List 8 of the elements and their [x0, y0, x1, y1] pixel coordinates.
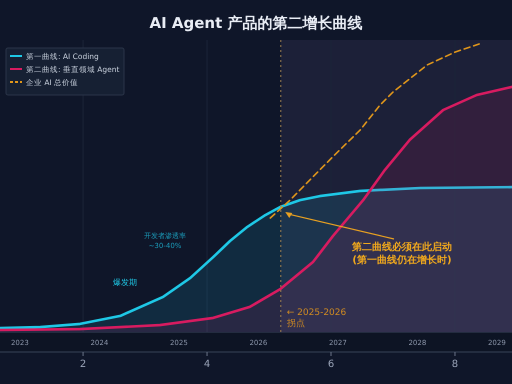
x-tick-label: 6: [328, 359, 334, 370]
annotation: 第二曲线必须在此启动 (第一曲线仍在增长时): [351, 241, 452, 266]
x-tick-label: 8: [452, 359, 458, 370]
x-tick-label: 2: [80, 359, 86, 370]
ref-line-label: ← 2025-2026 拐点: [286, 308, 347, 329]
x-tick-label: 4: [204, 359, 210, 370]
chart-title: AI Agent 产品的第二增长曲线: [149, 14, 363, 32]
annotation: 爆发期: [113, 278, 137, 287]
